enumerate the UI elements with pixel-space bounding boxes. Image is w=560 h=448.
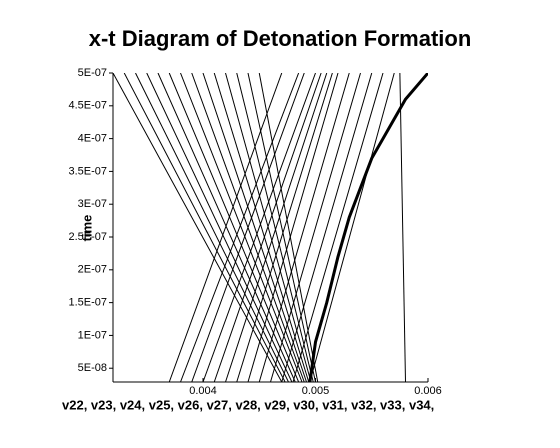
y-tick-label: 2.5E-07 [68,231,107,243]
characteristic-line [247,73,316,382]
characteristic-line [236,73,314,382]
x-tick-label: 0.004 [189,385,217,397]
characteristic-line [247,73,339,382]
characteristic-line [202,73,316,382]
y-tick-label: 1.5E-07 [68,297,107,309]
characteristic-line [399,73,406,382]
characteristic-line [225,73,328,382]
characteristic-line [309,73,395,382]
x-tick-label: 0.006 [414,385,442,397]
characteristic-line [146,73,293,382]
characteristic-line [157,73,296,382]
chart-title: x-t Diagram of Detonation Formation [89,26,472,51]
characteristic-line [258,73,350,382]
characteristic-line [180,73,300,382]
characteristic-line [236,73,333,382]
characteristic-line [281,73,373,382]
y-tick-label: 5E-07 [78,67,107,79]
characteristic-line [123,73,286,382]
characteristic-line [213,73,310,382]
characteristic-line [168,73,283,382]
y-tick-label: 5E-08 [78,362,107,374]
characteristic-line [213,73,322,382]
characteristic-line [191,73,305,382]
y-tick-label: 4.5E-07 [68,100,107,112]
y-tick-label: 4E-07 [78,133,107,145]
y-tick-label: 3.5E-07 [68,165,107,177]
characteristic-line [135,73,289,382]
y-tick-label: 3E-07 [78,198,107,210]
y-tick-label: 1E-07 [78,329,107,341]
plot-area [113,73,428,382]
x-tick-label: 0.005 [302,385,330,397]
characteristic-line [180,73,303,382]
characteristic-line [168,73,300,382]
characteristic-line [292,73,384,382]
characteristic-line [202,73,307,382]
x-axis-label: v22, v23, v24, v25, v26, v27, v28, v29, … [62,397,434,412]
characteristic-line [113,73,283,382]
characteristic-line [308,73,428,382]
y-tick-label: 2E-07 [78,264,107,276]
characteristic-line [270,73,361,382]
y-axis-label: time [79,215,94,242]
